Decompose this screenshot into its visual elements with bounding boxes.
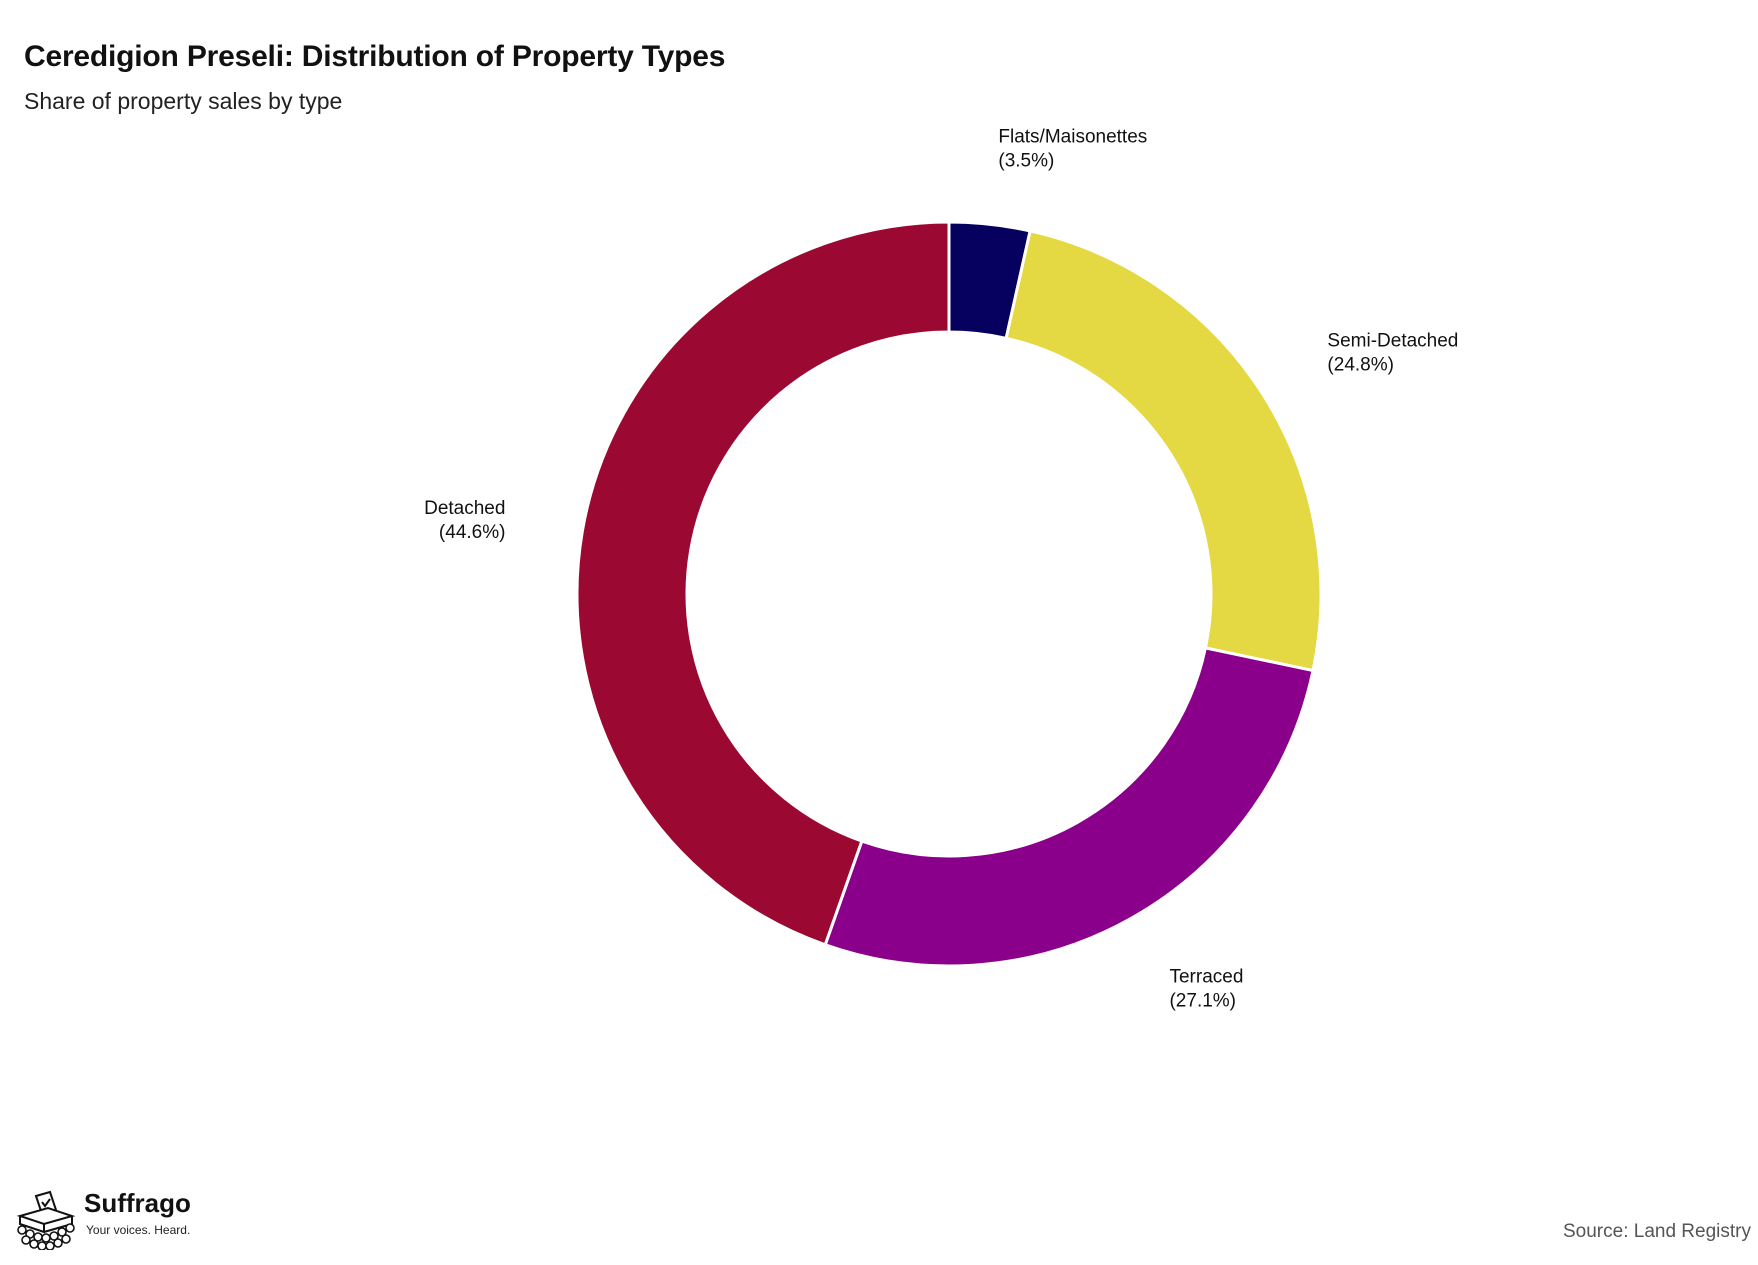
slice-label-detached: Detached [424, 498, 505, 519]
slice-label-semi-detached: Semi-Detached [1327, 330, 1458, 351]
chart-title: Ceredigion Preseli: Distribution of Prop… [24, 40, 726, 73]
donut-labels: Flats/Maisonettes (3.5%) Semi-Detached (24.… [424, 127, 1458, 1012]
slice-detached [575, 220, 951, 947]
slice-label-flats-maisonettes: Flats/Maisonettes [998, 127, 1147, 148]
slice-value-flats-maisonettes: (3.5%) [998, 151, 1054, 172]
slice-semi-detached [1004, 229, 1323, 673]
chart-subtitle: Share of property sales by type [24, 88, 343, 114]
slice-label-terraced: Terraced [1169, 966, 1243, 987]
slice-value-terraced: (27.1%) [1169, 990, 1236, 1011]
slice-value-detached: (44.6%) [439, 522, 506, 543]
slice-value-semi-detached: (24.8%) [1327, 354, 1394, 375]
donut-slices [575, 220, 1323, 968]
brand-tagline: Your voices. Heard. [86, 1223, 191, 1237]
slice-terraced [823, 646, 1315, 968]
brand-logo: Suffrago Your voices. Heard. [14, 1188, 204, 1250]
source-note: Source: Land Registry [1563, 1221, 1751, 1242]
brand-name: Suffrago [84, 1188, 191, 1218]
ballot-box-icon [16, 1190, 76, 1250]
